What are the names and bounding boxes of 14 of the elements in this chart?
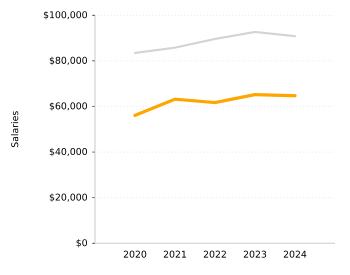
x-tick-label: 2022 <box>204 250 226 258</box>
y-tick-label: $100,000 <box>44 11 87 20</box>
y-tick-label: $60,000 <box>50 102 87 111</box>
x-tick-label: 2023 <box>244 250 266 258</box>
line-series <box>134 30 296 54</box>
x-tick-label: 2024 <box>284 250 306 258</box>
line-series <box>133 93 297 117</box>
y-tick-label: $0 <box>76 239 87 248</box>
x-tick-label: 2021 <box>164 250 186 258</box>
y-tick-label: $20,000 <box>50 193 87 202</box>
y-tick-label: $40,000 <box>50 148 87 156</box>
y-tick-label: $80,000 <box>50 56 87 66</box>
x-tick-label: 2020 <box>124 250 146 258</box>
y-axis-title: Salaries <box>11 111 18 148</box>
